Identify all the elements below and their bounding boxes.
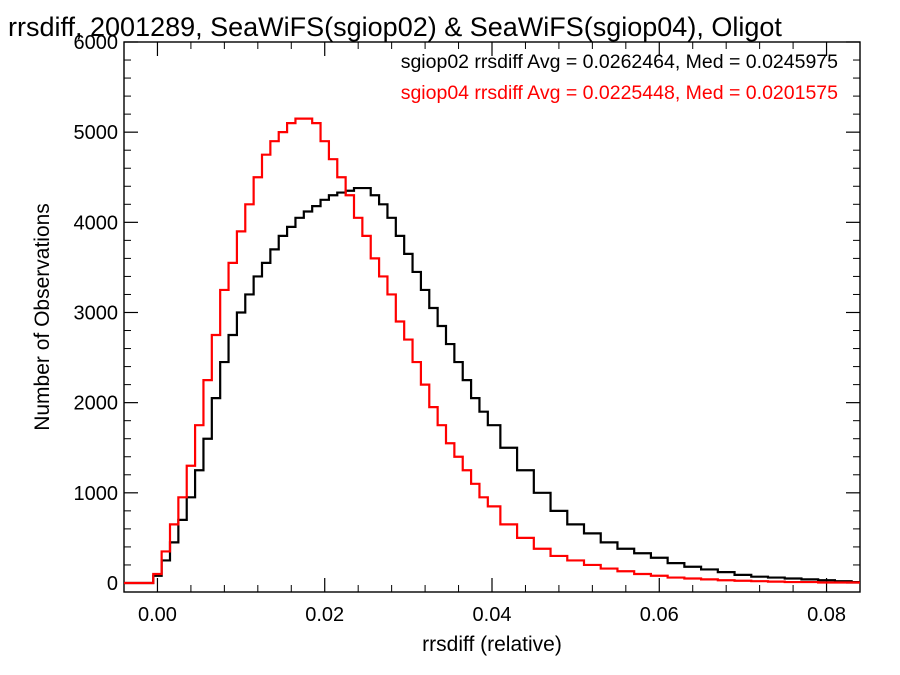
x-tick-label: 0.08 — [807, 604, 846, 626]
annotation-sgiop04: sgiop04 rrsdiff Avg = 0.0225448, Med = 0… — [401, 82, 838, 104]
y-tick-label: 1000 — [74, 483, 119, 505]
series-sgiop04-line — [124, 117, 860, 585]
y-tick-label: 6000 — [74, 32, 119, 54]
series-layer — [124, 117, 860, 585]
y-tick-label: 5000 — [74, 122, 119, 144]
series-sgiop02-line — [124, 186, 860, 585]
y-axis-label: Number of Observations — [31, 203, 54, 431]
y-axis: 0 1000 2000 3000 4000 5000 6000 — [74, 32, 860, 595]
y-tick-label: 3000 — [74, 302, 119, 324]
x-axis: 0.00 0.02 0.04 0.06 0.08 — [138, 42, 861, 626]
x-axis-label: rrsdiff (relative) — [422, 633, 562, 656]
x-tick-label: 0.04 — [473, 604, 512, 626]
chart-title: rrsdiff, 2001289, SeaWiFS(sgiop02) & Sea… — [8, 12, 782, 42]
y-tick-label: 4000 — [74, 212, 119, 234]
x-tick-label: 0.02 — [305, 604, 344, 626]
plot-frame — [123, 41, 861, 593]
annotation-sgiop02: sgiop02 rrsdiff Avg = 0.0262464, Med = 0… — [401, 51, 838, 73]
y-tick-label: 2000 — [74, 393, 119, 415]
x-tick-label: 0.00 — [138, 604, 177, 626]
y-tick-label: 0 — [107, 573, 118, 595]
x-tick-label: 0.06 — [640, 604, 679, 626]
